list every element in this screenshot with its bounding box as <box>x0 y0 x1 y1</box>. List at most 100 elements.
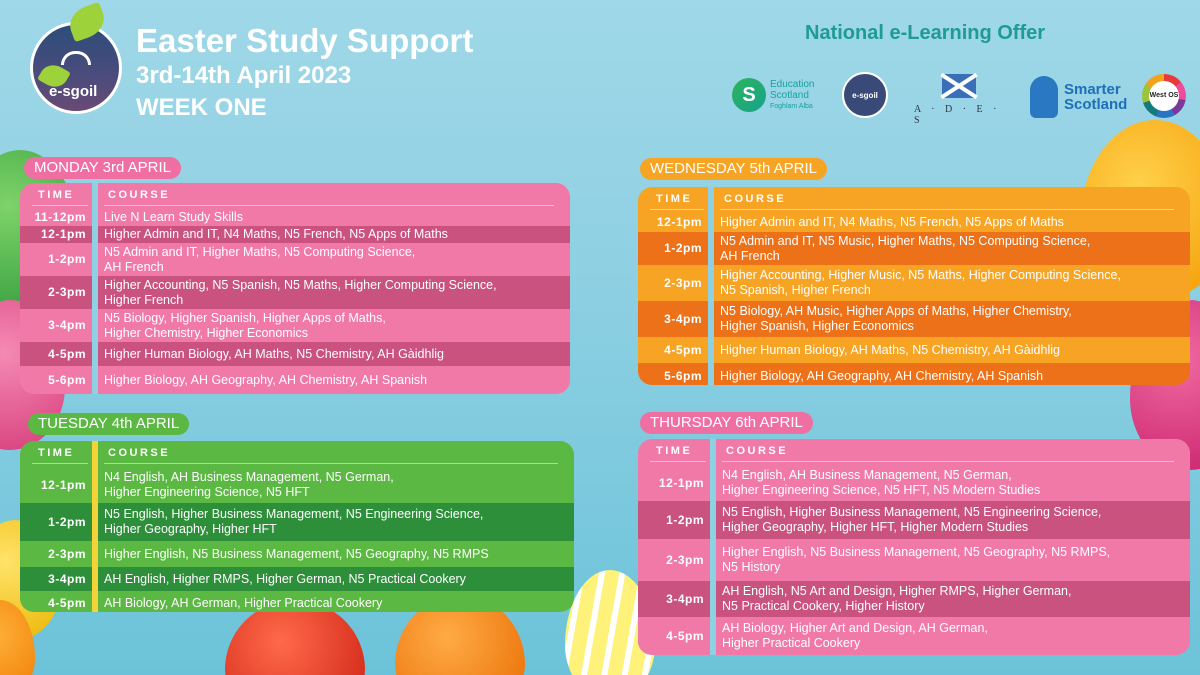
schedule-row: 3-4pm N5 Biology, AH Music, Higher Apps o… <box>638 301 1190 337</box>
schedule-row: 2-3pm Higher Accounting, N5 Spanish, N5 M… <box>20 276 570 309</box>
column-header-course: COURSE <box>724 193 787 205</box>
logo-label: e-sgoil <box>49 83 98 100</box>
table-header: TIME COURSE <box>638 439 1190 465</box>
page-title: Easter Study Support 3rd-14th April 2023… <box>136 22 473 124</box>
table-header: TIME COURSE <box>20 183 570 209</box>
column-header-time: TIME <box>38 189 75 201</box>
schedule-row: 4-5pm Higher Human Biology, AH Maths, N5 … <box>20 342 570 366</box>
logo-text: Scotland <box>1064 96 1128 113</box>
schedule-table: TIME COURSE 12-1pm Higher Admin and IT, N4 … <box>638 187 1190 385</box>
column-header-time: TIME <box>656 193 693 205</box>
schedule-table: TIME COURSE 12-1pm N4 English, AH Business … <box>638 439 1190 655</box>
schedule-row: 12-1pm Higher Admin and IT, N4 Maths, N5 … <box>20 226 570 243</box>
course-list: Higher Admin and IT, N4 Maths, N5 French… <box>104 227 448 241</box>
saltire-flag-icon <box>942 74 976 98</box>
divider <box>650 461 706 462</box>
course-list: Higher Human Biology, AH Maths, N5 Chemi… <box>720 343 1060 357</box>
time-slot: 2-3pm <box>48 285 86 299</box>
schedule-row: 12-1pm N4 English, AH Business Management… <box>20 467 574 503</box>
logo-text: A · D · E · S <box>914 104 1001 126</box>
column-separator <box>92 183 98 394</box>
national-offer-heading: National e-Learning Offer <box>805 22 1046 44</box>
time-slot: 12-1pm <box>40 478 86 492</box>
course-list: N5 Biology, AH Music, Higher Apps of Mat… <box>720 304 1072 333</box>
time-slot: 4-5pm <box>666 629 704 643</box>
schedule-row: 2-3pm Higher English, N5 Business Managem… <box>638 539 1190 581</box>
esgoil-logo: e-sgoil <box>30 1 122 114</box>
schedule-row: 12-1pm N4 English, AH Business Management… <box>638 465 1190 501</box>
schedule-row: 4-5pm AH Biology, AH German, Higher Pract… <box>20 591 574 612</box>
title-main: Easter Study Support <box>136 22 474 59</box>
column-separator <box>710 439 716 655</box>
course-list: Higher English, N5 Business Management, … <box>722 545 1111 574</box>
divider <box>104 205 554 206</box>
time-slot: 5-6pm <box>48 373 86 387</box>
time-slot: 2-3pm <box>664 276 702 290</box>
time-slot: 3-4pm <box>666 592 704 606</box>
time-slot: 4-5pm <box>48 347 86 361</box>
schedule-row: 5-6pm Higher Biology, AH Geography, AH Ch… <box>638 363 1190 385</box>
logo-text: e-sgoil <box>852 90 878 100</box>
time-slot: 12-1pm <box>658 476 704 490</box>
divider <box>722 461 1174 462</box>
time-slot: 3-4pm <box>664 312 702 326</box>
leaf-icon <box>64 1 110 43</box>
education-scotland-mark-icon: S <box>732 78 766 112</box>
day-heading: WEDNESDAY 5th APRIL <box>640 158 828 180</box>
schedule-row: 1-2pm N5 English, Higher Business Managem… <box>20 503 574 541</box>
course-list: N5 Admin and IT, N5 Music, Higher Maths,… <box>720 234 1091 263</box>
time-slot: 1-2pm <box>48 252 86 266</box>
schedule-row: 1-2pm N5 Admin and IT, Higher Maths, N5 C… <box>20 243 570 276</box>
day-heading: TUESDAY 4th APRIL <box>28 413 190 435</box>
west-os-logo: West OS <box>1142 74 1186 118</box>
course-list: N4 English, AH Business Management, N5 G… <box>722 468 1041 497</box>
schedule-row: 3-4pm N5 Biology, Higher Spanish, Higher … <box>20 309 570 342</box>
column-header-time: TIME <box>38 447 75 459</box>
time-slot: 2-3pm <box>48 547 86 561</box>
course-list: N5 Admin and IT, Higher Maths, N5 Comput… <box>104 245 416 274</box>
time-slot: 1-2pm <box>664 241 702 255</box>
time-slot: 12-1pm <box>656 215 702 229</box>
course-list: Higher Biology, AH Geography, AH Chemist… <box>104 373 428 387</box>
education-scotland-logo: S Education Scotland Foghlam Alba <box>732 78 814 112</box>
esgoil-small-logo: e-sgoil <box>842 72 888 118</box>
schedule-row: 3-4pm AH English, Higher RMPS, Higher Ger… <box>20 567 574 591</box>
logo-text: Education <box>770 78 815 90</box>
column-header-course: COURSE <box>726 445 789 457</box>
schedule-row: 11-12pm Live N Learn Study Skills <box>20 209 570 226</box>
schedule-row: 2-3pm Higher Accounting, Higher Music, N5… <box>638 265 1190 301</box>
course-list: N5 Biology, Higher Spanish, Higher Apps … <box>104 311 386 340</box>
logo-subtext: Foghlam Alba <box>770 102 813 110</box>
time-slot: 5-6pm <box>664 369 702 383</box>
divider <box>32 463 88 464</box>
table-header: TIME COURSE <box>638 187 1190 213</box>
course-list: Live N Learn Study Skills <box>104 210 243 224</box>
arc-icon <box>61 51 91 65</box>
divider <box>650 209 704 210</box>
time-slot: 4-5pm <box>664 343 702 357</box>
time-slot: 11-12pm <box>34 210 86 224</box>
course-list: N5 English, Higher Business Management, … <box>104 507 484 536</box>
schedule-row: 3-4pm AH English, N5 Art and Design, High… <box>638 581 1190 617</box>
partner-logos: S Education Scotland Foghlam Alba e-sgoi… <box>732 68 1192 128</box>
title-week: WEEK ONE <box>136 94 267 121</box>
divider <box>104 463 558 464</box>
smarter-scotland-logo: Smarter Scotland <box>1030 76 1127 118</box>
ades-logo: A · D · E · S <box>914 74 1004 126</box>
course-list: Higher Biology, AH Geography, AH Chemist… <box>720 369 1044 383</box>
course-list: AH English, Higher RMPS, Higher German, … <box>104 572 466 586</box>
course-list: N4 English, AH Business Management, N5 G… <box>104 470 394 499</box>
course-list: N5 English, Higher Business Management, … <box>722 505 1102 534</box>
time-slot: 3-4pm <box>48 318 86 332</box>
course-list: AH English, N5 Art and Design, Higher RM… <box>722 584 1072 613</box>
schedule-row: 4-5pm AH Biology, Higher Art and Design, … <box>638 617 1190 655</box>
schedule-table: TIME COURSE 11-12pm Live N Learn Study Skil… <box>20 183 570 394</box>
time-slot: 3-4pm <box>48 572 86 586</box>
schedule-row: 5-6pm Higher Biology, AH Geography, AH Ch… <box>20 366 570 394</box>
schedule-table: TIME COURSE 12-1pm N4 English, AH Business … <box>20 441 574 612</box>
schedule-row: 2-3pm Higher English, N5 Business Managem… <box>20 541 574 567</box>
course-list: Higher Accounting, N5 Spanish, N5 Maths,… <box>104 278 497 307</box>
time-slot: 1-2pm <box>48 515 86 529</box>
course-list: Higher Admin and IT, N4 Maths, N5 French… <box>720 215 1064 229</box>
column-separator <box>708 187 714 385</box>
